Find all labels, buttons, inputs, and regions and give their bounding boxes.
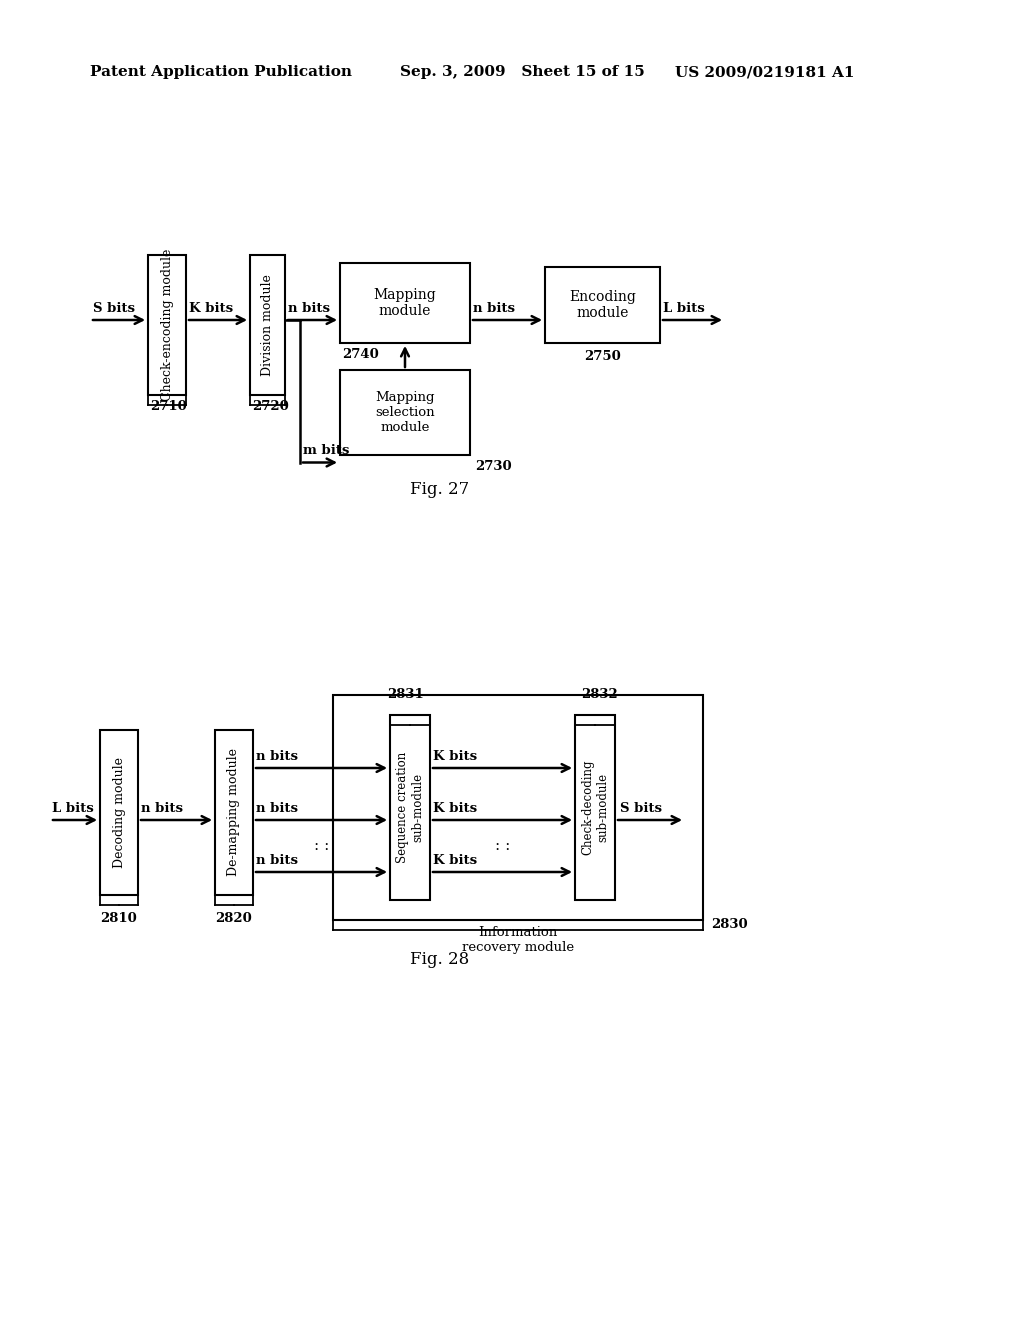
Bar bbox=[575, 715, 615, 900]
Text: 2750: 2750 bbox=[584, 351, 621, 363]
Bar bbox=[340, 263, 470, 343]
Text: Check-decoding
sub-module: Check-decoding sub-module bbox=[581, 760, 609, 855]
Bar bbox=[340, 370, 470, 455]
Bar bbox=[390, 715, 430, 900]
Text: Fig. 28: Fig. 28 bbox=[411, 952, 470, 969]
Text: Patent Application Publication: Patent Application Publication bbox=[90, 65, 352, 79]
Text: Sep. 3, 2009   Sheet 15 of 15: Sep. 3, 2009 Sheet 15 of 15 bbox=[400, 65, 645, 79]
Text: Sequence creation
sub-module: Sequence creation sub-module bbox=[396, 752, 424, 863]
Bar bbox=[148, 255, 186, 395]
Text: 2740: 2740 bbox=[342, 348, 379, 362]
Bar bbox=[545, 267, 660, 343]
Text: K bits: K bits bbox=[189, 301, 233, 314]
Text: 2810: 2810 bbox=[100, 912, 137, 925]
Text: 2831: 2831 bbox=[387, 689, 423, 701]
Text: n bits: n bits bbox=[256, 751, 298, 763]
Text: 2730: 2730 bbox=[475, 461, 512, 474]
Text: S bits: S bits bbox=[620, 801, 662, 814]
Text: n bits: n bits bbox=[141, 801, 183, 814]
Text: 2710: 2710 bbox=[150, 400, 186, 413]
Text: L bits: L bits bbox=[663, 301, 705, 314]
Text: Mapping
selection
module: Mapping selection module bbox=[375, 391, 435, 434]
Text: De-mapping module: De-mapping module bbox=[227, 748, 241, 876]
Bar bbox=[215, 730, 253, 895]
Text: Mapping
module: Mapping module bbox=[374, 288, 436, 318]
Text: US 2009/0219181 A1: US 2009/0219181 A1 bbox=[675, 65, 854, 79]
Text: Check-encoding module: Check-encoding module bbox=[161, 248, 173, 401]
Text: : :: : : bbox=[495, 840, 510, 853]
Text: m bits: m bits bbox=[303, 444, 349, 457]
Text: 2832: 2832 bbox=[582, 689, 618, 701]
Text: K bits: K bits bbox=[433, 751, 477, 763]
Text: n bits: n bits bbox=[256, 854, 298, 867]
Bar bbox=[250, 255, 285, 395]
Text: L bits: L bits bbox=[52, 801, 94, 814]
Text: Division module: Division module bbox=[261, 275, 274, 376]
Text: n bits: n bits bbox=[256, 803, 298, 816]
Text: 2820: 2820 bbox=[215, 912, 252, 925]
Text: S bits: S bits bbox=[93, 301, 135, 314]
Bar bbox=[100, 730, 138, 895]
Text: n bits: n bits bbox=[473, 301, 515, 314]
Text: 2830: 2830 bbox=[711, 919, 748, 932]
Text: K bits: K bits bbox=[433, 854, 477, 867]
Text: : :: : : bbox=[313, 840, 329, 853]
Text: K bits: K bits bbox=[433, 803, 477, 816]
Text: Encoding
module: Encoding module bbox=[569, 290, 636, 321]
Text: 2720: 2720 bbox=[252, 400, 289, 413]
Text: n bits: n bits bbox=[288, 301, 330, 314]
Text: Decoding module: Decoding module bbox=[113, 756, 126, 869]
Text: Information
recovery module: Information recovery module bbox=[462, 927, 574, 954]
Text: Fig. 27: Fig. 27 bbox=[411, 482, 470, 499]
Bar bbox=[333, 696, 703, 920]
